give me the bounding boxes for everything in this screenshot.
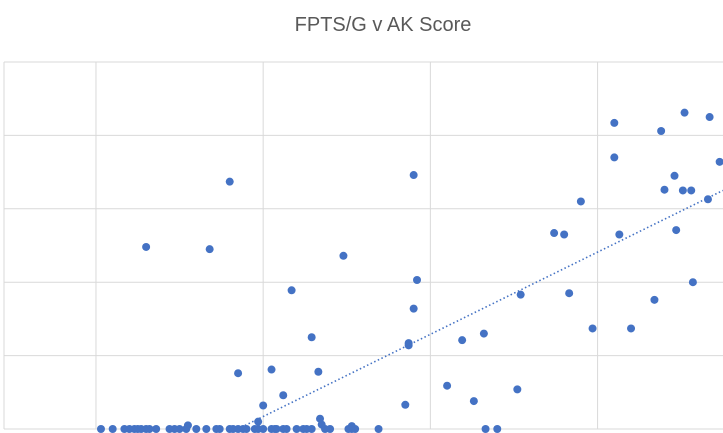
data-point <box>307 333 316 342</box>
data-point <box>705 113 714 122</box>
data-point <box>657 126 666 135</box>
data-point <box>703 195 712 204</box>
data-point <box>650 295 659 304</box>
data-point <box>374 425 383 433</box>
data-point <box>576 197 585 206</box>
data-point <box>234 369 243 378</box>
data-point <box>96 425 105 433</box>
trendline <box>237 189 723 430</box>
data-point <box>282 425 291 433</box>
data-point <box>287 286 296 295</box>
data-point <box>413 275 422 284</box>
data-point <box>560 230 569 239</box>
data-point <box>458 336 467 345</box>
data-point <box>326 425 335 433</box>
data-point <box>588 324 597 333</box>
data-point <box>254 417 263 426</box>
data-point <box>687 186 696 195</box>
data-point <box>175 425 184 433</box>
data-point <box>627 324 636 333</box>
data-point <box>670 171 679 180</box>
data-point <box>409 171 418 180</box>
data-point <box>316 414 325 423</box>
data-point <box>469 397 478 406</box>
data-point <box>259 425 268 433</box>
data-point <box>339 251 348 260</box>
data-point <box>142 242 151 251</box>
data-point <box>610 153 619 162</box>
chart-title: FPTS/G v AK Score <box>294 14 472 36</box>
data-point <box>202 425 211 433</box>
data-point <box>215 425 224 433</box>
data-point <box>409 304 418 313</box>
data-point <box>615 230 624 239</box>
data-point <box>479 329 488 338</box>
data-point <box>272 425 281 433</box>
data-point <box>513 385 522 394</box>
data-point <box>307 425 316 433</box>
data-point <box>205 245 214 254</box>
data-point <box>715 157 723 166</box>
data-point <box>481 425 490 433</box>
data-point <box>145 425 154 433</box>
data-point <box>680 108 689 117</box>
data-point <box>550 229 559 238</box>
data-point <box>242 425 251 433</box>
data-point <box>108 425 117 433</box>
data-point <box>259 401 268 410</box>
data-point <box>678 186 687 195</box>
data-point <box>565 289 574 298</box>
data-point <box>347 422 356 431</box>
data-point <box>660 185 669 194</box>
data-point <box>443 381 452 390</box>
data-point <box>688 278 697 287</box>
data-point <box>314 367 323 376</box>
data-point <box>404 339 413 348</box>
data-point <box>493 425 502 433</box>
data-point <box>192 425 201 433</box>
data-point <box>401 400 410 409</box>
data-point <box>279 391 288 400</box>
data-point <box>516 290 525 299</box>
data-point <box>225 177 234 186</box>
data-point <box>152 425 161 433</box>
data-point <box>672 226 681 235</box>
data-point <box>267 365 276 374</box>
data-point <box>610 118 619 127</box>
data-point <box>183 421 192 430</box>
data-point <box>292 425 301 433</box>
